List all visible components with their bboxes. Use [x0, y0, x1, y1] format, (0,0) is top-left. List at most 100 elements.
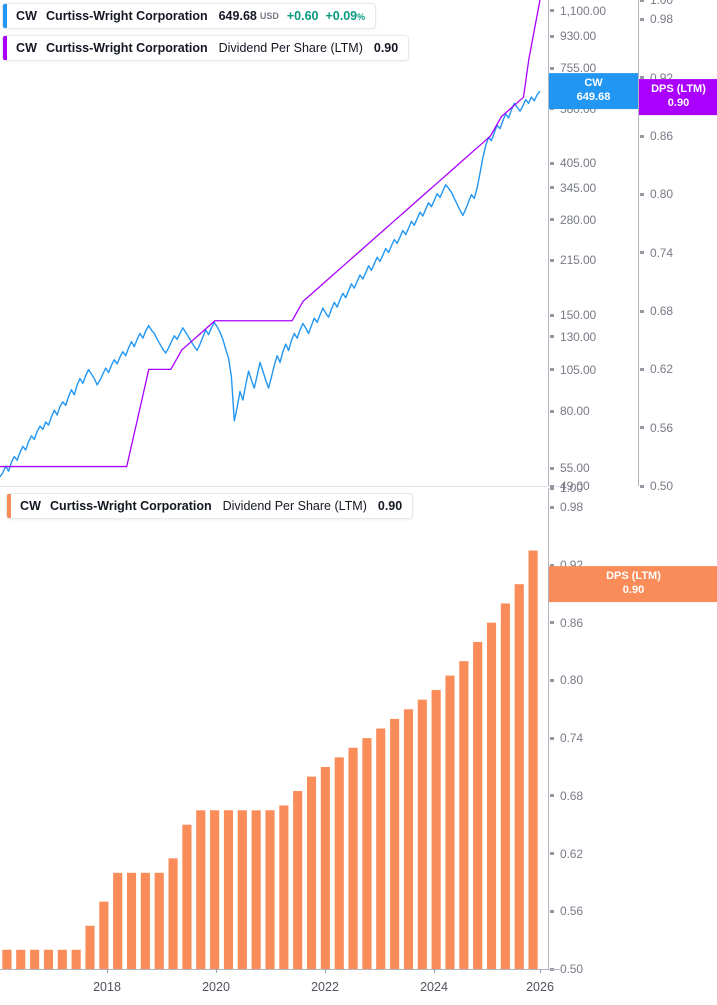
price-axis-tick: 105.00 [549, 363, 596, 377]
legend-metric-name: Dividend Per Share (LTM) [218, 41, 363, 55]
dividend-axis-tick: 0.62 [549, 847, 583, 861]
bar[interactable] [348, 747, 358, 969]
bar[interactable] [251, 810, 261, 969]
legend-company-name: Curtiss-Wright Corporation [46, 41, 208, 55]
price-axis-tick: 405.00 [549, 156, 596, 170]
bar[interactable] [71, 949, 81, 969]
legend-dividend-pane[interactable]: CW Curtiss-Wright Corporation Dividend P… [6, 493, 414, 519]
legend-price[interactable]: CW Curtiss-Wright Corporation 649.68 USD… [2, 3, 377, 29]
dividend-axis-tick: 0.68 [549, 789, 583, 803]
dividend-badge-label: DPS (LTM) [651, 83, 706, 96]
bar[interactable] [486, 622, 497, 969]
price-badge-label: CW [584, 77, 603, 90]
legend-ticker: CW [16, 9, 38, 23]
bar[interactable] [417, 699, 427, 969]
bar[interactable] [459, 661, 469, 969]
bar[interactable] [390, 718, 400, 969]
price-badge-cw: CW 649.68 [549, 73, 638, 110]
legend-last-price: 649.68 [218, 9, 257, 23]
price-chart-pane[interactable] [0, 0, 547, 486]
bar[interactable] [320, 766, 330, 969]
time-axis-tick: 2022 [311, 969, 339, 994]
bar[interactable] [445, 675, 455, 969]
bar[interactable] [99, 901, 109, 969]
pane-divider [0, 486, 560, 487]
bar[interactable] [182, 824, 192, 969]
legend-company-name: Curtiss-Wright Corporation [50, 499, 212, 513]
price-axis-tick: 345.00 [549, 181, 596, 195]
dividend-axis-tick: 0.80 [549, 673, 583, 687]
price-axis-tick: 215.00 [549, 253, 596, 267]
price-axis-tick: 755.00 [549, 61, 596, 75]
dividend-axis-tick: 0.80 [639, 187, 673, 201]
dividend-axis-tick: 0.98 [639, 12, 673, 26]
bar[interactable] [500, 603, 510, 969]
bar[interactable] [140, 872, 150, 969]
bar[interactable] [196, 810, 206, 969]
legend-dividend-overlay[interactable]: CW Curtiss-Wright Corporation Dividend P… [2, 35, 410, 61]
price-axis-tick: 55.00 [549, 461, 590, 475]
bar[interactable] [154, 872, 164, 969]
bar[interactable] [210, 810, 220, 969]
dividend-axis-tick: 0.56 [549, 904, 583, 918]
legend-ticker: CW [16, 41, 38, 55]
bar[interactable] [168, 858, 178, 969]
bar[interactable] [306, 776, 317, 969]
dividend-badge-value: 0.90 [667, 96, 690, 109]
bar[interactable] [293, 791, 303, 969]
legend-metric-name: Dividend Per Share (LTM) [222, 499, 367, 513]
time-axis-tick: 2018 [93, 969, 121, 994]
bar[interactable] [403, 709, 414, 969]
dividend-bar-chart-svg [2, 550, 538, 970]
dividend-axis-tick: 0.68 [639, 304, 673, 318]
bar[interactable] [43, 949, 54, 969]
time-axis-tick: 2020 [202, 969, 230, 994]
dividend-overlay-line [0, 0, 541, 468]
bar[interactable] [514, 584, 524, 969]
dividend-axis-bottom[interactable]: 1.00 0.98 0.92 0.86 0.80 0.74 0.68 0.62 0.56 0.50 [548, 481, 717, 976]
bar[interactable] [16, 949, 26, 969]
bar[interactable] [376, 728, 386, 970]
legend-currency: USD [259, 11, 279, 21]
price-badge-value: 649.68 [576, 90, 611, 103]
dividend-badge-bottom: DPS (LTM) 0.90 [549, 566, 717, 603]
dividend-axis-tick: 0.62 [639, 362, 673, 376]
bar[interactable] [334, 757, 344, 969]
time-axis[interactable]: 2018 2020 2022 2024 2026 [0, 969, 717, 1005]
dividend-bar-chart-pane[interactable] [0, 488, 547, 969]
bar[interactable] [431, 690, 441, 969]
price-axis-tick: 280.00 [549, 213, 596, 227]
bar[interactable] [2, 949, 12, 969]
legend-company-name: Curtiss-Wright Corporation [46, 9, 208, 23]
dividend-axis-tick: 0.74 [639, 246, 673, 260]
legend-color-swatch [7, 494, 11, 518]
dividend-axis-tick: 0.98 [549, 500, 583, 514]
bar[interactable] [30, 949, 40, 969]
price-axis-tick: 130.00 [549, 330, 596, 344]
dividend-badge-value: 0.90 [622, 583, 645, 596]
price-axis-tick: 930.00 [549, 29, 596, 43]
dividend-axis-tick: 1.00 [549, 481, 583, 495]
time-axis-tick: 2024 [420, 969, 448, 994]
price-chart-svg [0, 0, 541, 478]
bar[interactable] [362, 738, 372, 969]
bar[interactable] [85, 925, 95, 969]
dividend-axis-tick: 0.74 [549, 731, 583, 745]
legend-color-swatch [3, 4, 7, 28]
bar[interactable] [113, 872, 123, 969]
price-axis-tick: 1,100.00 [549, 4, 606, 18]
bar[interactable] [57, 949, 67, 969]
bar[interactable] [126, 872, 137, 969]
dividend-badge-label: DPS (LTM) [606, 570, 661, 583]
price-line [0, 90, 541, 478]
dividend-axis-tick: 0.50 [639, 479, 673, 493]
bar[interactable] [237, 810, 247, 969]
dividend-axis-top[interactable]: 1.00 0.98 0.92 0.86 0.80 0.74 0.68 0.62 0.56 0.50 [638, 0, 717, 493]
price-axis-top[interactable]: 1,100.00930.00755.00580.00405.00345.0028… [548, 0, 638, 493]
bar[interactable] [279, 805, 289, 969]
bar[interactable] [265, 810, 275, 969]
legend-ticker: CW [20, 499, 42, 513]
bar[interactable] [473, 641, 483, 969]
bar[interactable] [223, 810, 234, 969]
bar[interactable] [528, 550, 538, 969]
